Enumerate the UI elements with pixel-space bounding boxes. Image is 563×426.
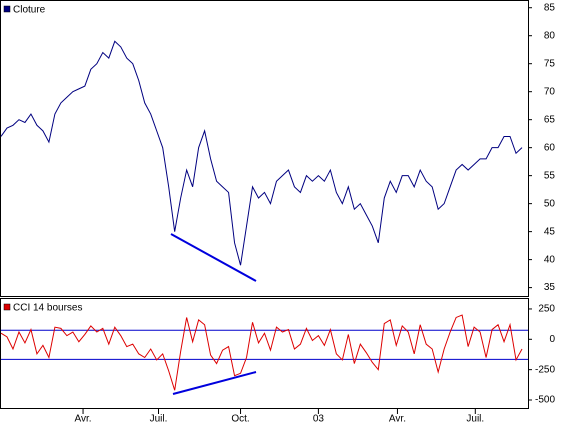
- y-tick-label: 250: [538, 304, 555, 315]
- series-line: [0, 314, 523, 391]
- trend-line: [172, 371, 257, 395]
- y-tick-label: 55: [544, 170, 556, 181]
- y-tick-label: 75: [544, 58, 556, 69]
- x-tick-label: Oct.: [231, 414, 249, 425]
- x-tick-label: Juil.: [150, 414, 168, 425]
- legend-label: CCI 14 bourses: [13, 303, 82, 314]
- y-tick-label: 45: [544, 226, 556, 237]
- trend-line: [170, 233, 257, 282]
- x-tick-label: Avr.: [389, 414, 406, 425]
- y-tick-label: 80: [544, 30, 556, 41]
- y-tick-label: 50: [544, 198, 556, 209]
- y-tick-label: 85: [544, 2, 556, 13]
- y-tick-label: 70: [544, 86, 556, 97]
- y-tick-label: -250: [535, 364, 555, 375]
- y-tick-label: 40: [544, 254, 556, 265]
- legend-label: Cloture: [13, 5, 46, 16]
- x-tick-label: Juil.: [466, 414, 484, 425]
- y-tick-label: 35: [544, 282, 556, 293]
- y-tick-label: -500: [535, 395, 555, 406]
- y-tick-label: 0: [549, 334, 555, 345]
- series-line: [0, 40, 523, 266]
- price-frame: [0, 0, 529, 297]
- legend-swatch: [3, 303, 11, 311]
- cci-frame: [0, 298, 529, 409]
- y-tick-label: 65: [544, 114, 556, 125]
- x-tick-label: 03: [313, 414, 325, 425]
- x-tick-label: Avr.: [75, 414, 92, 425]
- y-tick-label: 60: [544, 142, 556, 153]
- legend-swatch: [3, 5, 11, 13]
